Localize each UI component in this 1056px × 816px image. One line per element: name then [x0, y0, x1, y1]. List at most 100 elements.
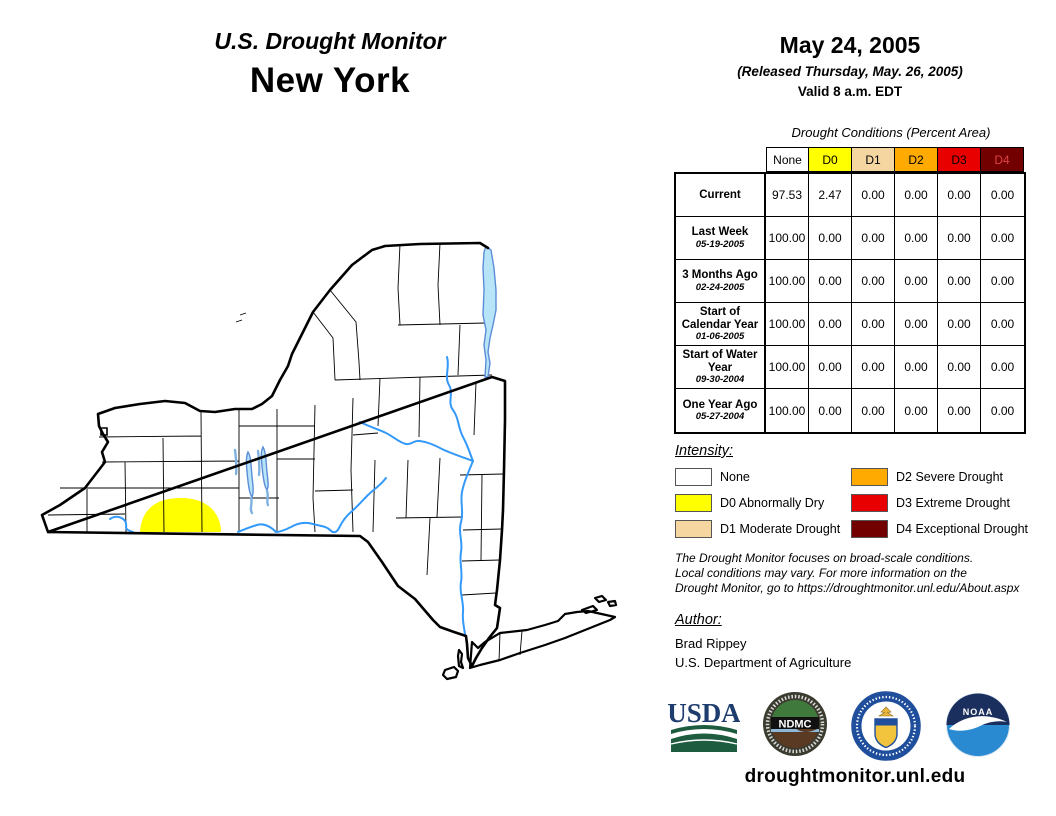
- table-cell: 0.00: [981, 303, 1024, 346]
- susquehanna-river: [237, 477, 387, 534]
- long-island-and-nyc: [441, 594, 618, 681]
- row-label-one-year-ago: One Year Ago 05-27-2004: [676, 389, 766, 432]
- d0-drought-area: [140, 498, 221, 532]
- none-swatch: [675, 468, 712, 486]
- legend-column-1: None D0 Abnormally Dry D1 Moderate Droug…: [675, 468, 840, 538]
- cayuga-lake: [245, 450, 254, 499]
- table-cell: 0.00: [938, 389, 981, 432]
- legend-column-2: D2 Severe Drought D3 Extreme Drought D4 …: [851, 468, 1028, 538]
- new-york-drought-map: [40, 241, 618, 681]
- table-cell: 100.00: [766, 346, 809, 389]
- table-cell: 0.00: [981, 260, 1024, 303]
- table-cell: 0.00: [895, 217, 938, 260]
- table-cell: 0.00: [895, 174, 938, 217]
- usda-logo: USDA: [668, 698, 740, 752]
- small-lakes-and-outlets: [233, 448, 270, 515]
- row-label-current: Current: [676, 174, 766, 217]
- table-cell: 0.00: [938, 260, 981, 303]
- table-cell: 100.00: [766, 217, 809, 260]
- table-cell: 0.00: [981, 217, 1024, 260]
- column-header-d1: D1: [852, 147, 895, 172]
- legend-item-d0: D0 Abnormally Dry: [675, 494, 840, 512]
- disclaimer-text: The Drought Monitor focuses on broad-sca…: [675, 551, 1020, 595]
- drought-conditions-table: Current 97.53 2.47 0.00 0.00 0.00 0.00 L…: [674, 172, 1026, 434]
- row-label-3-months-ago: 3 Months Ago 02-24-2005: [676, 260, 766, 303]
- row-label-start-calendar-year: Start of Calendar Year 01-06-2005: [676, 303, 766, 346]
- north-fork-islands: [580, 594, 618, 615]
- legend-item-d3: D3 Extreme Drought: [851, 494, 1028, 512]
- table-cell: 0.00: [981, 346, 1024, 389]
- column-header-d0: D0: [809, 147, 852, 172]
- grand-island: [100, 427, 108, 436]
- column-header-d2: D2: [895, 147, 938, 172]
- ndmc-logo: NDMC: [763, 692, 827, 756]
- d3-swatch: [851, 494, 888, 512]
- author-heading: Author:: [675, 612, 722, 628]
- legend-item-d1: D1 Moderate Drought: [675, 520, 840, 538]
- allegheny-river: [109, 515, 134, 533]
- table-cell: 0.00: [990, 403, 1015, 418]
- table-cell: 0.00: [981, 174, 1024, 217]
- table-cell: 100.00: [766, 303, 809, 346]
- table-cell: 0.00: [895, 389, 938, 432]
- report-title: U.S. Drought Monitor: [214, 28, 446, 54]
- table-title: Drought Conditions (Percent Area): [791, 125, 991, 140]
- state-outline: [40, 241, 507, 668]
- table-header-row: None D0 D1 D2 D3 D4: [766, 147, 1024, 172]
- table-cell: 0.00: [852, 346, 895, 389]
- county-boundaries: [47, 242, 523, 662]
- legend-item-d2: D2 Severe Drought: [851, 468, 1028, 486]
- table-cell: 0.00: [852, 303, 895, 346]
- table-cell: 0.00: [809, 260, 852, 303]
- table-cell: 0.00: [809, 346, 852, 389]
- table-cell: 0.00: [938, 303, 981, 346]
- legend-item-d4: D4 Exceptional Drought: [851, 520, 1028, 538]
- upper-hudson-river: [445, 356, 474, 462]
- date-block: May 24, 2005 (Released Thursday, May. 26…: [690, 32, 1010, 99]
- table-cell: 97.53: [766, 174, 809, 217]
- author-organization: U.S. Department of Agriculture: [675, 655, 852, 670]
- mohawk-river: [359, 421, 474, 462]
- row-label-start-water-year: Start of Water Year 09-30-2004: [676, 346, 766, 389]
- map-date: May 24, 2005: [779, 32, 921, 58]
- table-cell: 0.00: [852, 174, 895, 217]
- table-cell: 0.00: [852, 389, 895, 432]
- state-name-title: New York: [249, 61, 411, 100]
- d2-swatch: [851, 468, 888, 486]
- noaa-logo: NOAA: [946, 693, 1010, 757]
- table-cell: 0.00: [852, 260, 895, 303]
- manhattan: [456, 648, 465, 670]
- table-cell: 0.00: [809, 303, 852, 346]
- column-header-d4: D4: [981, 147, 1024, 172]
- d0-swatch: [675, 494, 712, 512]
- table-cell: 0.00: [895, 346, 938, 389]
- table-cell: 0.00: [852, 217, 895, 260]
- table-cell: 0.00: [809, 217, 852, 260]
- site-url: droughtmonitor.unl.edu: [744, 766, 966, 787]
- valid-time: Valid 8 a.m. EDT: [797, 84, 903, 99]
- rivers: [109, 356, 474, 637]
- table-cell: 0.00: [809, 389, 852, 432]
- noaa-logo-text: NOAA: [963, 707, 994, 717]
- staten-island: [441, 665, 460, 681]
- commerce-seal-logo: [851, 691, 921, 761]
- column-header-none: None: [766, 147, 809, 172]
- d1-swatch: [675, 520, 712, 538]
- table-cell: 0.00: [938, 174, 981, 217]
- table-cell: 2.47: [809, 174, 852, 217]
- usda-logo-text: USDA: [668, 698, 740, 728]
- lake-champlain: [482, 244, 497, 378]
- release-date: (Released Thursday, May. 26, 2005): [737, 64, 963, 79]
- hudson-river: [459, 460, 474, 637]
- legend-item-none: None: [675, 468, 840, 486]
- legend-title: Intensity:: [675, 443, 734, 459]
- table-cell: 0.00: [895, 303, 938, 346]
- row-label-last-week: Last Week 05-19-2005: [676, 217, 766, 260]
- table-cell: 100.00: [766, 389, 809, 432]
- d4-swatch: [851, 520, 888, 538]
- table-cell: 100.00: [766, 260, 809, 303]
- author-name: Brad Rippey: [675, 636, 747, 651]
- column-header-d3: D3: [938, 147, 981, 172]
- table-cell: 0.00: [938, 217, 981, 260]
